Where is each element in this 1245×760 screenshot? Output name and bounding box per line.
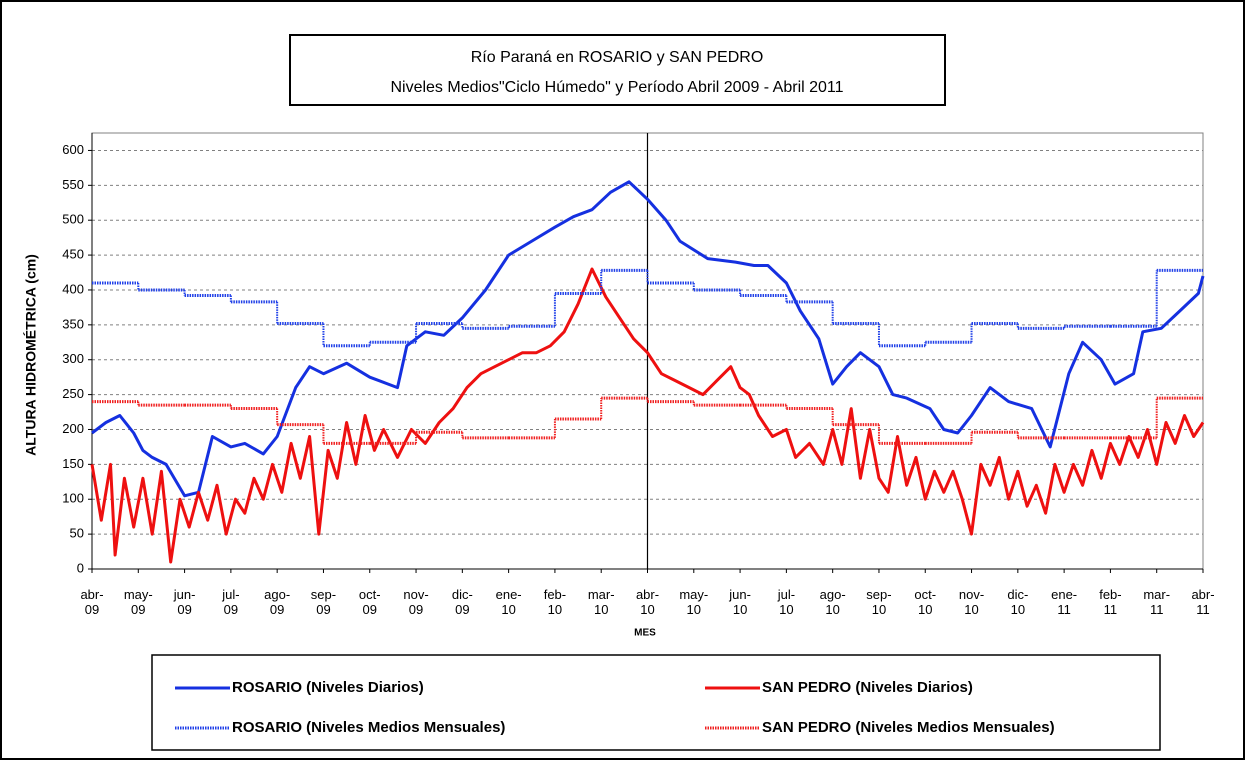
x-tick-label: mar- 10 [587, 587, 615, 617]
y-tick-label: 200 [62, 421, 84, 436]
x-tick-label: abr- 10 [635, 587, 660, 617]
y-tick-label: 600 [62, 142, 84, 157]
x-tick-label: jul- 09 [222, 587, 240, 617]
x-tick-label: mar- 11 [1143, 587, 1171, 617]
x-tick-label: nov- 09 [403, 587, 429, 617]
x-tick-label: dic- 09 [451, 587, 473, 617]
x-tick-label: ene- 10 [495, 587, 522, 617]
legend-label: ROSARIO (Niveles Diarios) [232, 679, 424, 696]
x-axis-label: MES [634, 628, 656, 639]
x-tick-label: feb- 10 [543, 587, 567, 617]
legend-box [151, 654, 1161, 751]
chart-subtitle: Niveles Medios"Ciclo Húmedo" y Período A… [390, 79, 843, 96]
x-tick-label: jun- 10 [729, 587, 751, 617]
x-tick-label: nov- 10 [958, 587, 985, 617]
legend-label: SAN PEDRO (Niveles Diarios) [762, 679, 973, 696]
x-tick-label: abr- 11 [1191, 587, 1215, 617]
y-tick-label: 150 [62, 456, 84, 471]
x-tick-label: feb- 11 [1099, 587, 1122, 617]
x-tick-label: sep- 10 [866, 587, 892, 617]
y-tick-label: 550 [62, 177, 84, 192]
title-box [289, 34, 946, 106]
daily-line [90, 267, 1205, 564]
y-tick-label: 450 [62, 247, 84, 262]
y-tick-label: 0 [77, 560, 84, 575]
y-tick-label: 400 [62, 281, 84, 296]
y-tick-label: 100 [62, 491, 84, 506]
y-tick-label: 300 [62, 351, 84, 366]
chart-title: Río Paraná en ROSARIO y SAN PEDRO [471, 49, 764, 66]
y-tick-label: 250 [62, 386, 84, 401]
x-tick-label: ene- 11 [1051, 587, 1078, 617]
x-tick-label: ago- 10 [819, 587, 846, 617]
y-tick-label: 350 [62, 316, 84, 331]
y-tick-label: 50 [70, 526, 84, 541]
y-tick-label: 500 [62, 212, 84, 227]
legend-label: SAN PEDRO (Niveles Medios Mensuales) [762, 719, 1055, 736]
daily-line [91, 180, 1205, 498]
x-tick-label: oct- 09 [358, 587, 381, 617]
legend-label: ROSARIO (Niveles Medios Mensuales) [232, 719, 505, 736]
x-tick-label: may- 09 [123, 587, 153, 617]
x-tick-label: may- 10 [679, 587, 709, 617]
x-tick-label: oct- 10 [914, 587, 937, 617]
y-axis-label: ALTURA HIDROMÉTRICA (cm) [23, 254, 39, 456]
x-tick-label: sep- 09 [310, 587, 337, 617]
x-tick-label: jul- 10 [777, 587, 796, 617]
x-tick-label: ago- 09 [264, 587, 291, 617]
x-tick-label: dic- 10 [1007, 587, 1029, 617]
x-tick-label: jun- 09 [173, 587, 196, 617]
x-tick-label: abr- 09 [80, 587, 104, 617]
